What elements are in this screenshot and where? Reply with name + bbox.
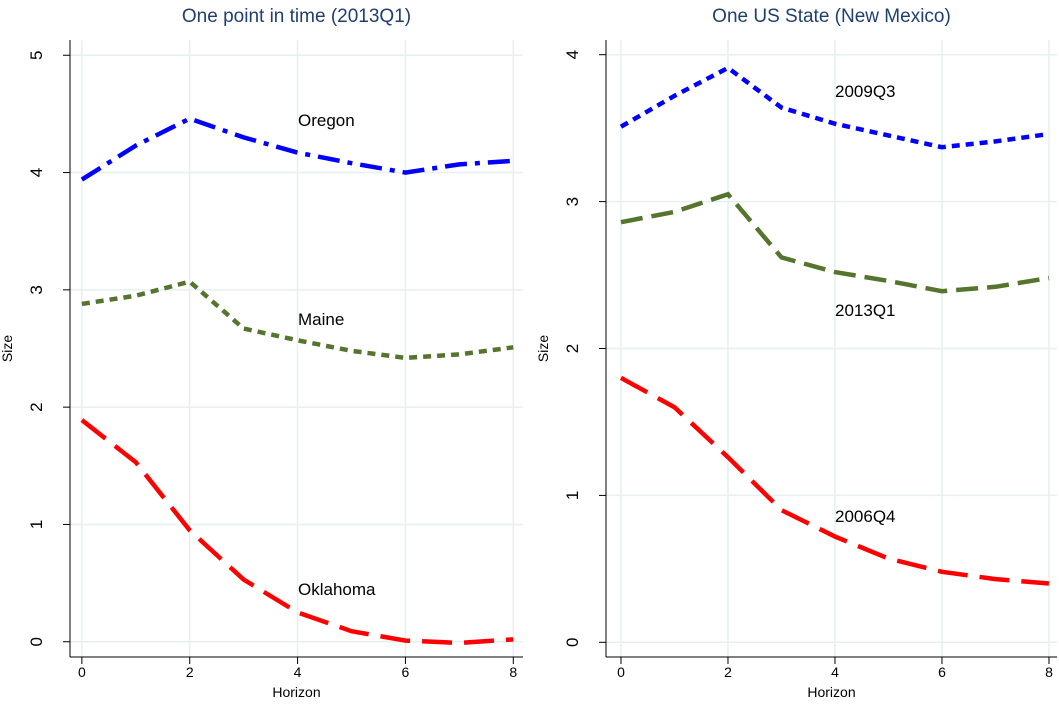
y-tick-label: 1 — [563, 491, 582, 500]
y-tick-label: 2 — [563, 344, 582, 353]
series-label: 2013Q1 — [835, 301, 896, 320]
series-label: 2009Q3 — [835, 82, 896, 101]
x-tick-label: 0 — [78, 664, 86, 680]
y-tick-label: 5 — [27, 51, 46, 60]
y-axis-label: Size — [535, 335, 551, 362]
x-tick-label: 4 — [294, 664, 302, 680]
y-tick-label: 0 — [563, 638, 582, 647]
series-line — [619, 65, 1050, 150]
series-label: Oregon — [298, 111, 355, 130]
series-line — [620, 191, 1050, 294]
chart-title: One point in time (2013Q1) — [182, 6, 411, 27]
x-tick-label: 8 — [509, 664, 517, 680]
series-line — [80, 418, 514, 646]
y-tick-label: 4 — [27, 168, 46, 177]
series-line — [81, 279, 514, 361]
x-tick-label: 4 — [831, 664, 839, 680]
x-tick-label: 2 — [186, 664, 194, 680]
chart-title: One US State (New Mexico) — [712, 6, 951, 27]
y-axis-label: Size — [0, 335, 15, 362]
y-tick-label: 1 — [27, 520, 46, 529]
y-tick-label: 4 — [563, 50, 582, 59]
series-label: Oklahoma — [298, 580, 376, 599]
x-axis-label: Horizon — [807, 684, 855, 700]
y-tick-label: 3 — [563, 197, 582, 206]
x-tick-label: 6 — [402, 664, 410, 680]
x-tick-label: 0 — [617, 664, 625, 680]
series-label: 2006Q4 — [835, 507, 896, 526]
series-label: Maine — [298, 310, 344, 329]
x-tick-label: 6 — [938, 664, 946, 680]
y-tick-label: 2 — [27, 402, 46, 411]
y-tick-label: 0 — [27, 637, 46, 646]
series-line — [619, 375, 1050, 586]
x-tick-label: 2 — [724, 664, 732, 680]
x-tick-label: 8 — [1045, 664, 1053, 680]
x-axis-label: Horizon — [272, 684, 320, 700]
y-tick-label: 3 — [27, 285, 46, 294]
